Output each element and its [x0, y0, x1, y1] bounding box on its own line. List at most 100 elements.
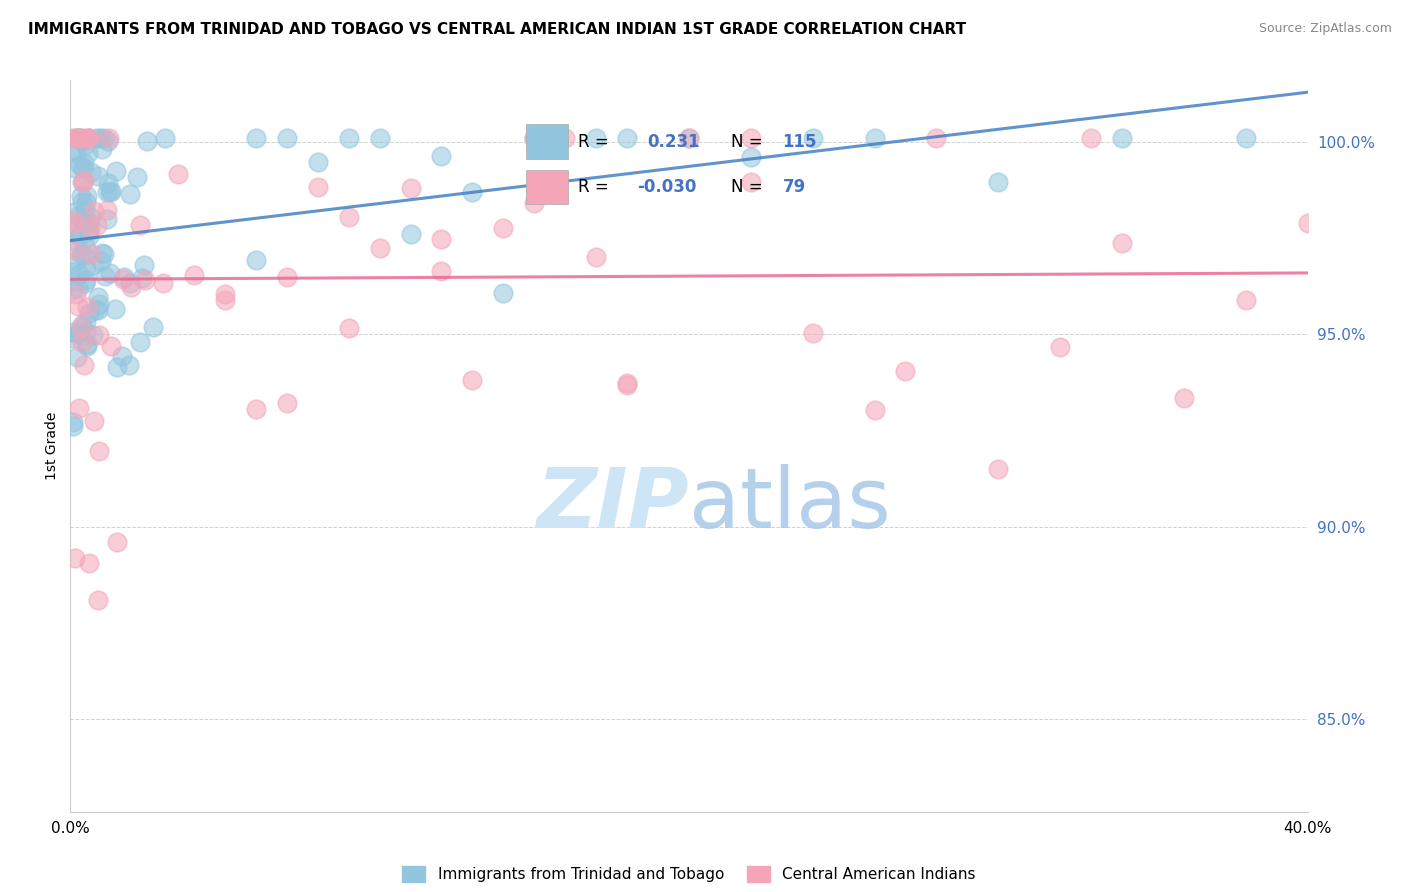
- Point: [740, 175, 762, 189]
- Point: [678, 131, 700, 145]
- Point: [69, 267, 91, 281]
- Point: [554, 131, 576, 145]
- Point: [62, 234, 84, 248]
- Point: [70, 247, 93, 261]
- Point: [70, 131, 93, 145]
- Point: [1234, 293, 1257, 308]
- Point: [337, 211, 360, 225]
- Point: [461, 185, 484, 199]
- Point: [87, 297, 110, 311]
- Point: [98, 185, 121, 199]
- Point: [740, 131, 762, 145]
- Point: [136, 134, 159, 148]
- Point: [69, 188, 91, 202]
- Point: [90, 254, 112, 268]
- Point: [73, 137, 96, 152]
- Point: [66, 300, 89, 314]
- Point: [134, 258, 156, 272]
- Point: [76, 131, 98, 145]
- Point: [585, 131, 607, 145]
- Point: [70, 195, 93, 210]
- Point: [214, 293, 236, 308]
- Point: [70, 320, 93, 334]
- Point: [368, 241, 391, 255]
- Point: [62, 142, 84, 156]
- Point: [70, 175, 93, 189]
- Point: [87, 169, 110, 183]
- Point: [125, 169, 148, 184]
- Text: -0.030: -0.030: [637, 178, 696, 196]
- Point: [75, 326, 97, 340]
- Point: [73, 156, 96, 170]
- Point: [75, 261, 97, 276]
- Point: [82, 258, 104, 272]
- Point: [70, 318, 93, 332]
- Point: [75, 273, 97, 287]
- Point: [399, 181, 422, 195]
- Point: [75, 203, 97, 218]
- Point: [62, 274, 84, 288]
- Point: [77, 228, 100, 243]
- Point: [84, 302, 107, 317]
- Point: [1049, 340, 1071, 354]
- Point: [96, 202, 118, 217]
- Point: [740, 150, 762, 164]
- Y-axis label: 1st Grade: 1st Grade: [45, 412, 59, 480]
- Text: 79: 79: [783, 178, 806, 196]
- Point: [131, 271, 153, 285]
- Point: [86, 218, 108, 232]
- Point: [67, 131, 90, 145]
- Point: [65, 145, 87, 159]
- Point: [430, 232, 453, 246]
- Text: Source: ZipAtlas.com: Source: ZipAtlas.com: [1258, 22, 1392, 36]
- Point: [66, 350, 89, 364]
- Point: [69, 131, 91, 145]
- Point: [100, 339, 122, 353]
- Point: [67, 131, 90, 145]
- Point: [523, 131, 546, 145]
- Point: [76, 131, 98, 145]
- Point: [83, 203, 105, 218]
- Point: [67, 210, 90, 224]
- Point: [66, 131, 89, 145]
- Text: R =: R =: [578, 133, 609, 151]
- Point: [93, 131, 115, 145]
- Point: [73, 239, 96, 253]
- Text: atlas: atlas: [689, 464, 890, 545]
- Point: [76, 339, 98, 353]
- Point: [801, 131, 824, 145]
- Point: [62, 243, 84, 257]
- Point: [399, 227, 422, 242]
- Point: [87, 328, 110, 343]
- Point: [925, 131, 948, 145]
- Point: [79, 557, 101, 571]
- Bar: [526, 170, 568, 204]
- Point: [65, 131, 87, 145]
- Point: [80, 164, 103, 178]
- Point: [245, 131, 267, 145]
- Point: [69, 158, 91, 172]
- Point: [76, 189, 98, 203]
- Point: [98, 266, 121, 280]
- Point: [585, 250, 607, 264]
- Point: [89, 131, 111, 145]
- Point: [62, 218, 84, 232]
- Point: [104, 163, 127, 178]
- Point: [87, 593, 110, 607]
- Point: [63, 205, 86, 219]
- Point: [1111, 235, 1133, 250]
- Point: [72, 133, 94, 147]
- Point: [430, 149, 453, 163]
- Point: [894, 364, 917, 378]
- Point: [96, 211, 118, 226]
- Point: [76, 146, 98, 161]
- Point: [75, 195, 97, 210]
- Point: [430, 264, 453, 278]
- Point: [112, 272, 135, 286]
- Point: [214, 287, 236, 301]
- Point: [118, 358, 141, 372]
- Point: [65, 254, 87, 268]
- Point: [75, 276, 97, 290]
- Point: [276, 396, 298, 410]
- Point: [616, 378, 638, 392]
